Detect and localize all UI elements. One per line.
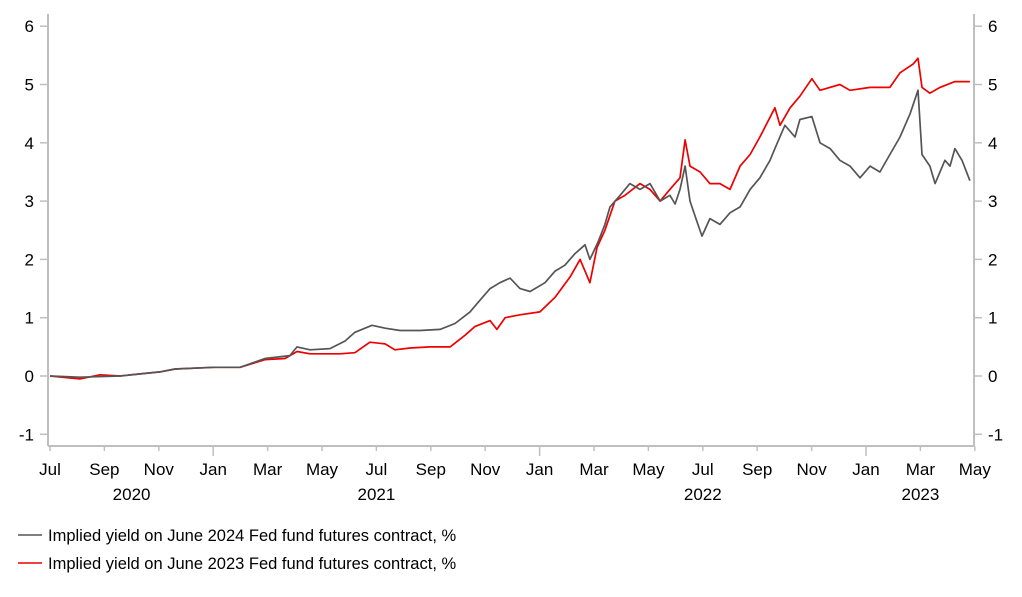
x-year-label: 2021	[357, 485, 395, 504]
x-year-label: 2023	[901, 485, 939, 504]
y-tick-label-left: 0	[25, 367, 34, 386]
x-tick-label: Nov	[144, 460, 175, 479]
y-tick-label-left: 1	[25, 309, 34, 328]
x-tick-label: Jul	[39, 460, 61, 479]
y-tick-label-right: 1	[988, 309, 997, 328]
x-tick-label: Mar	[253, 460, 283, 479]
legend-label-june-2024: Implied yield on June 2024 Fed fund futu…	[48, 527, 456, 545]
y-tick-label-right: 2	[988, 250, 997, 269]
x-year-label: 2022	[684, 485, 722, 504]
x-tick-label: Jan	[199, 460, 226, 479]
y-tick-label-left: 6	[25, 17, 34, 36]
x-tick-label: Jul	[366, 460, 388, 479]
x-tick-label: Mar	[906, 460, 936, 479]
y-tick-label-right: -1	[988, 425, 1003, 444]
legend: Implied yield on June 2024 Fed fund futu…	[18, 527, 456, 573]
x-tick-label: Sep	[742, 460, 772, 479]
y-tick-label-left: -1	[19, 425, 34, 444]
y-tick-label-left: 5	[25, 76, 34, 95]
x-tick-label: Nov	[470, 460, 501, 479]
x-tick-label: May	[632, 460, 665, 479]
series-line-june-2023	[49, 57, 970, 380]
x-tick-label: May	[306, 460, 339, 479]
y-tick-label-left: 4	[25, 134, 34, 153]
y-tick-label-right: 5	[988, 76, 997, 95]
x-year-label: 2020	[113, 485, 151, 504]
x-tick-label: Jul	[692, 460, 714, 479]
y-tick-label-left: 3	[25, 192, 34, 211]
x-tick-label: Nov	[796, 460, 827, 479]
x-tick-label: Jan	[526, 460, 553, 479]
series-line-june-2024	[49, 89, 971, 379]
y-tick-label-right: 6	[988, 17, 997, 36]
x-tick-label: Sep	[89, 460, 119, 479]
legend-label-june-2023: Implied yield on June 2023 Fed fund futu…	[48, 555, 456, 573]
x-tick-label: May	[959, 460, 992, 479]
y-tick-label-right: 3	[988, 192, 997, 211]
y-tick-label-right: 4	[988, 134, 997, 153]
x-tick-label: Mar	[579, 460, 609, 479]
x-tick-label: Jan	[852, 460, 879, 479]
y-tick-label-right: 0	[988, 367, 997, 386]
x-tick-label: Sep	[416, 460, 446, 479]
y-tick-label-left: 2	[25, 250, 34, 269]
